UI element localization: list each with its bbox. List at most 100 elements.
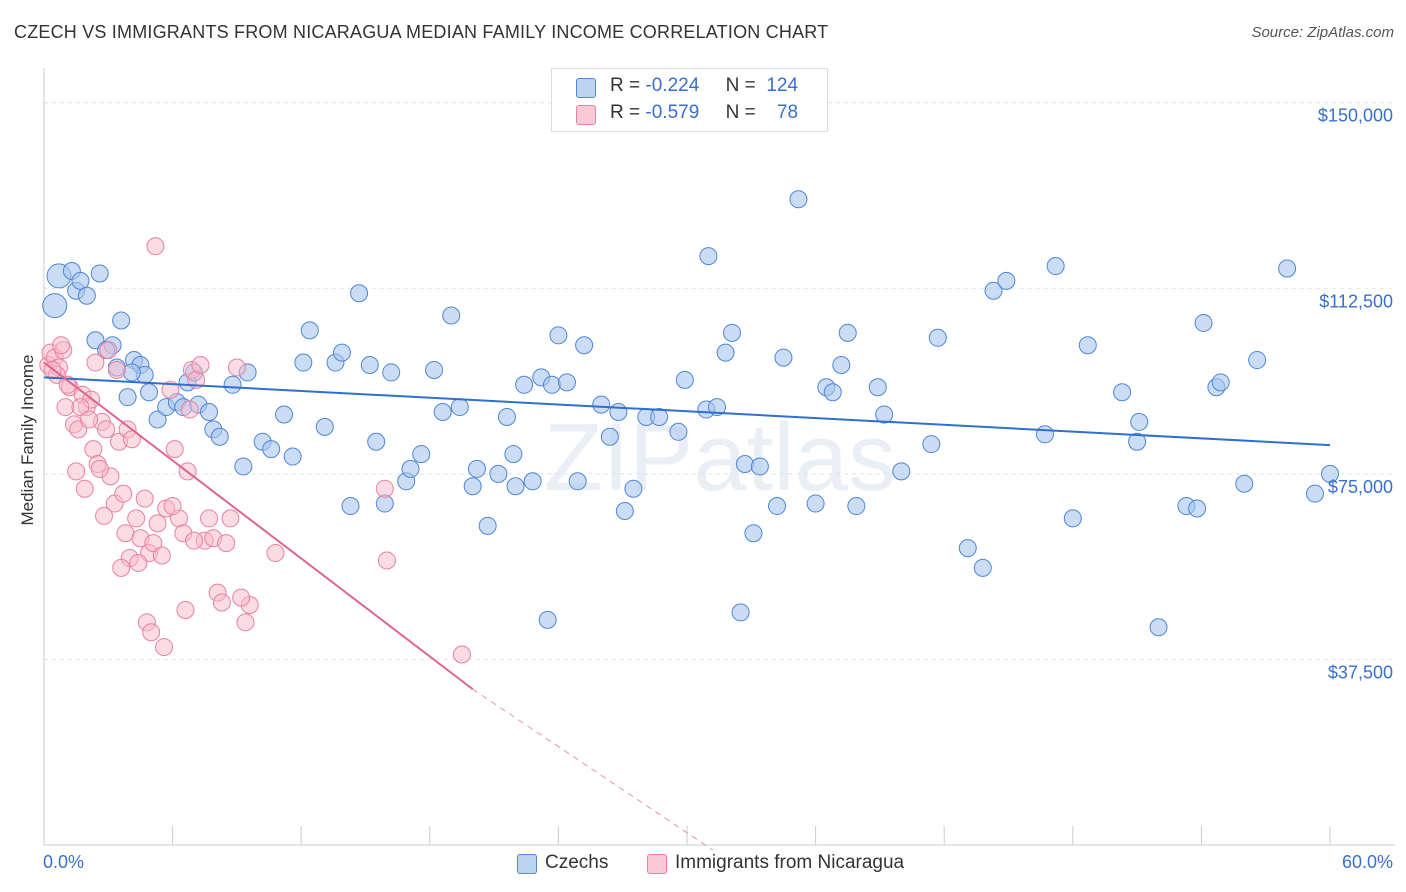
czechs-point — [1130, 412, 1149, 431]
n-label: N = — [725, 102, 756, 123]
czechs-point — [223, 375, 242, 394]
czechs-point — [1128, 432, 1147, 451]
nicaragua-point — [107, 360, 126, 379]
czechs-point — [118, 388, 137, 407]
czechs-point — [523, 472, 542, 491]
r-value: -0.224 — [645, 75, 700, 96]
chart-title: CZECH VS IMMIGRANTS FROM NICARAGUA MEDIA… — [14, 22, 829, 42]
czechs-point — [838, 323, 857, 342]
czechs-point — [1194, 313, 1213, 332]
czechs-point — [401, 459, 420, 478]
nicaragua-trendline — [43, 361, 474, 690]
czechs-point — [412, 445, 431, 464]
czechs-point — [600, 427, 619, 446]
czechs-point — [1046, 257, 1065, 276]
axes — [43, 68, 1395, 846]
czechs-point — [575, 336, 594, 355]
czechs-point — [497, 407, 516, 426]
czechs-point — [294, 353, 313, 372]
czechs-point — [723, 323, 742, 342]
n-value: 124 — [766, 75, 799, 96]
nicaragua-point — [71, 398, 90, 417]
czechs-point — [367, 432, 386, 451]
czechs-point — [928, 328, 947, 347]
y-tick-labels: $37,500 $75,000 $112,500 $150,000 — [1318, 106, 1393, 683]
nicaragua-point — [86, 353, 105, 372]
y-tick-label: $37,500 — [1328, 662, 1393, 682]
nicaragua-point — [58, 375, 77, 394]
czechs-point — [716, 343, 735, 362]
nicaragua-point — [142, 623, 161, 642]
czechs-point — [615, 501, 634, 520]
nicaragua-point — [155, 638, 174, 657]
czechs-point — [557, 373, 576, 392]
nicaragua-point — [217, 534, 236, 553]
czechs-point — [731, 603, 750, 622]
czechs-point — [922, 435, 941, 454]
czechs-point — [1211, 373, 1230, 392]
czechs-point — [774, 348, 793, 367]
nicaragua-point — [52, 336, 71, 355]
czechs-point — [341, 497, 360, 516]
nicaragua-point — [90, 459, 109, 478]
nicaragua-point — [67, 462, 86, 481]
n-label: N = — [725, 75, 756, 96]
czechs-point — [1305, 484, 1324, 503]
czechs-point — [275, 405, 294, 424]
czechs-point — [382, 363, 401, 382]
czechs-point — [1078, 336, 1097, 355]
nicaragua-point — [452, 645, 471, 664]
czechs-point — [148, 410, 167, 429]
czechs-point — [875, 405, 894, 424]
stats-legend: R = -0.224 N = 124 R = -0.579 N = 78 — [551, 68, 828, 132]
czechs-point — [789, 190, 808, 209]
nicaragua-point — [144, 534, 163, 553]
nicaragua-point — [185, 531, 204, 550]
czechs-point — [425, 360, 444, 379]
watermark: ZIPatlas — [544, 404, 896, 511]
czechs-point — [669, 422, 688, 441]
nicaragua-point — [212, 593, 231, 612]
czechs-point — [750, 457, 769, 476]
czechs-point — [234, 457, 253, 476]
czechs-point — [984, 281, 1003, 300]
czechs-point — [675, 370, 694, 389]
czechs-swatch — [517, 854, 537, 874]
czechs-point — [360, 356, 379, 375]
nicaragua-point — [135, 489, 154, 508]
nicaragua-swatch — [647, 854, 667, 874]
x-tick-labels: 0.0% 60.0% — [43, 852, 1393, 872]
nicaragua-series — [39, 237, 471, 664]
czechs-point — [450, 398, 469, 417]
nicaragua-point — [75, 479, 94, 498]
nicaragua-point — [163, 497, 182, 516]
czechs-point — [42, 293, 68, 319]
czechs-point — [708, 398, 727, 417]
czechs-point — [1235, 474, 1254, 493]
czechs-point — [958, 539, 977, 558]
nicaragua-point — [148, 514, 167, 533]
nicaragua-point — [127, 509, 146, 528]
czechs-point — [847, 497, 866, 516]
y-tick-label: $112,500 — [1319, 291, 1393, 311]
trendlines — [43, 361, 1331, 851]
nicaragua-point — [375, 479, 394, 498]
czechs-point — [624, 479, 643, 498]
czechs-label: Czechs — [545, 852, 609, 873]
czechs-point — [300, 321, 319, 340]
czechs-point — [568, 472, 587, 491]
czechs-point — [868, 378, 887, 397]
czechs-series — [42, 190, 1339, 637]
czechs-point — [592, 395, 611, 414]
czechs-point — [122, 363, 141, 382]
czechs-point — [1149, 618, 1168, 637]
nicaragua-point — [146, 237, 165, 256]
czechs-point — [1321, 464, 1339, 483]
czechs-point — [112, 311, 131, 330]
nicaragua-point — [114, 484, 133, 503]
y-axis-label: Median Family Income — [18, 354, 37, 526]
czechs-point — [735, 454, 754, 473]
czechs-point — [699, 247, 718, 266]
nicaragua-label: Immigrants from Nicaragua — [675, 852, 905, 873]
